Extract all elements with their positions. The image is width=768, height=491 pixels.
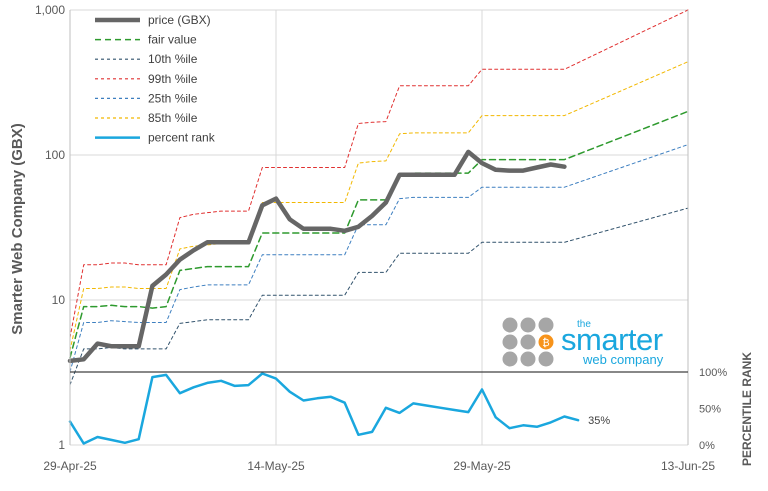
series-line-price-gbx	[67, 149, 567, 364]
x-tick-label: 29-May-25	[453, 459, 511, 473]
logo-dot	[538, 351, 554, 367]
y-axis-title: Smarter Web Company (GBX)	[9, 123, 26, 334]
x-tick-label: 29-Apr-25	[43, 459, 97, 473]
y-tick-label: 100	[45, 148, 65, 162]
y2-tick-label: 0%	[699, 440, 715, 452]
percent-rank-annotation: 35%	[588, 415, 610, 427]
legend-label: percent rank	[148, 131, 216, 145]
legend-label: 99th %ile	[148, 72, 198, 86]
legend-label: 85th %ile	[148, 111, 198, 125]
tick-labels: 1 10 100 1,000 29-Apr-25 14-May-25 29-May-25 13…	[35, 3, 727, 473]
logo-wordmark: smarter	[561, 322, 663, 357]
logo-dot	[502, 351, 518, 367]
y-tick-label: 10	[52, 293, 66, 307]
logo-small-text: the	[577, 319, 591, 330]
series-line-99th-ile	[69, 9, 689, 339]
company-logo: ₿ the smarter web company	[502, 317, 664, 367]
x-tick-label: 14-May-25	[247, 459, 305, 473]
series-line-fair-value	[69, 110, 689, 359]
logo-dot	[520, 351, 536, 367]
axes	[69, 10, 689, 445]
y2-tick-label: 100%	[699, 367, 727, 379]
series-layer	[67, 9, 689, 445]
x-tick-label: 13-Jun-25	[661, 459, 715, 473]
legend-label: fair value	[148, 33, 197, 47]
legend: price (GBX) fair value 10th %ile 99th %ile 2…	[95, 13, 216, 145]
logo-subtext: web company	[582, 352, 664, 367]
y-tick-label: 1	[58, 438, 65, 452]
series-line-85th-ile	[69, 61, 689, 351]
bitcoin-icon	[538, 334, 554, 350]
legend-label: 10th %ile	[148, 52, 198, 66]
logo-dot	[538, 317, 554, 333]
y-tick-label: 1,000	[35, 3, 65, 17]
series-line-percent-rank	[68, 372, 580, 445]
y2-tick-label: 50%	[699, 404, 721, 416]
legend-label: 25th %ile	[148, 91, 198, 105]
series-line-10th-ile	[69, 207, 689, 386]
logo-dot	[520, 317, 536, 333]
annotations: 35%	[588, 415, 610, 427]
legend-label: price (GBX)	[148, 13, 211, 27]
y2-axis-title: PERCENTILE RANK	[740, 352, 754, 466]
logo-dot	[502, 334, 518, 350]
bitcoin-symbol: ₿	[542, 337, 549, 349]
logo-dot	[520, 334, 536, 350]
logo-dot	[502, 317, 518, 333]
series-line-25th-ile	[69, 144, 689, 373]
